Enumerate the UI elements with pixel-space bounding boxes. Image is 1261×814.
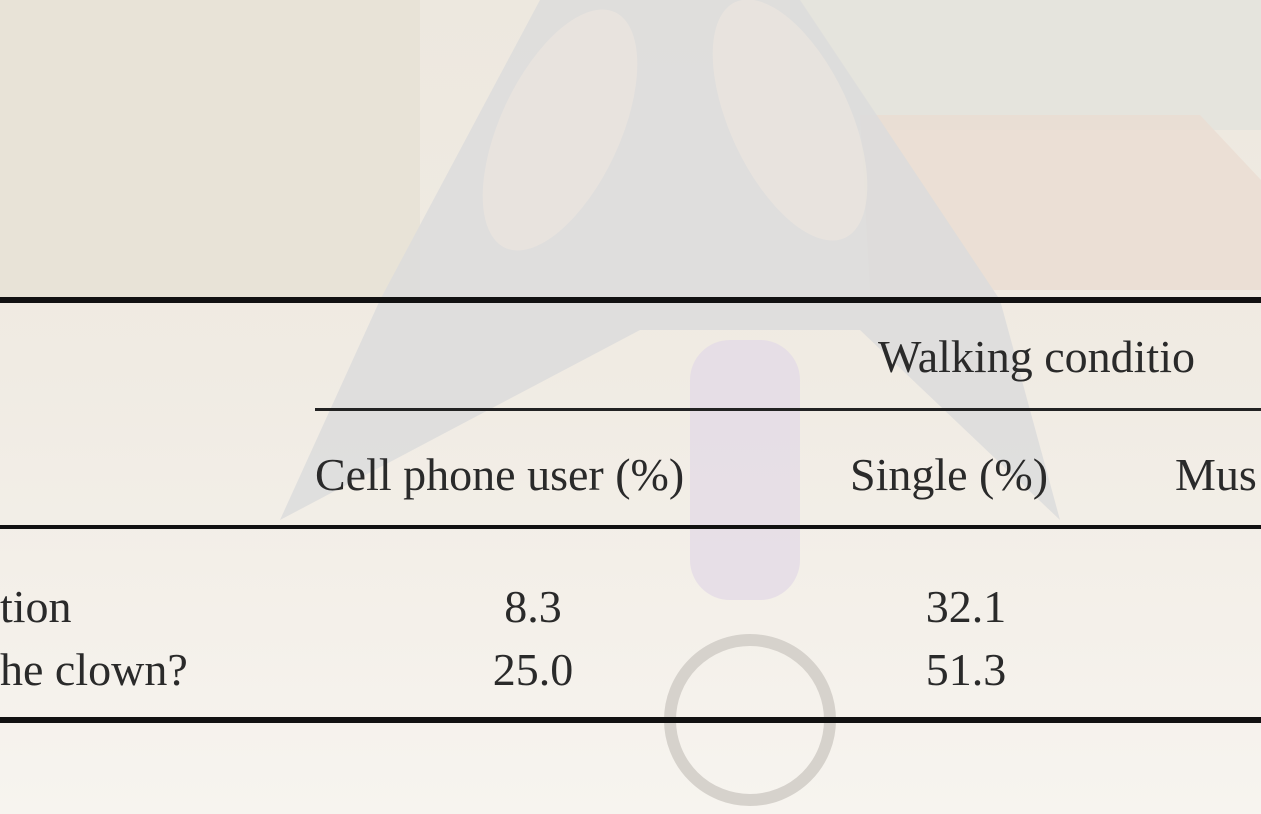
column-header: Cell phone user (%) bbox=[315, 449, 684, 500]
sculpture-hole bbox=[482, 9, 638, 251]
group-header: Walking conditio bbox=[878, 331, 1195, 382]
figure bbox=[690, 340, 800, 600]
cell: 51.3 bbox=[926, 644, 1007, 695]
column-header: Mus bbox=[1175, 449, 1257, 500]
sculpture bbox=[280, 0, 1060, 520]
cell: 8.3 bbox=[504, 581, 562, 632]
group-rule bbox=[315, 408, 1261, 411]
header-rule bbox=[0, 525, 1261, 529]
column-header: Single (%) bbox=[850, 449, 1048, 500]
cell: 25.0 bbox=[493, 644, 574, 695]
cell: 32.1 bbox=[926, 581, 1007, 632]
row-label: he clown? bbox=[0, 644, 188, 695]
top-rule bbox=[0, 297, 1261, 303]
sculpture-hole bbox=[712, 0, 868, 241]
bottom-rule bbox=[0, 717, 1261, 723]
trees-left bbox=[0, 0, 420, 300]
row-label: tion bbox=[0, 581, 72, 632]
